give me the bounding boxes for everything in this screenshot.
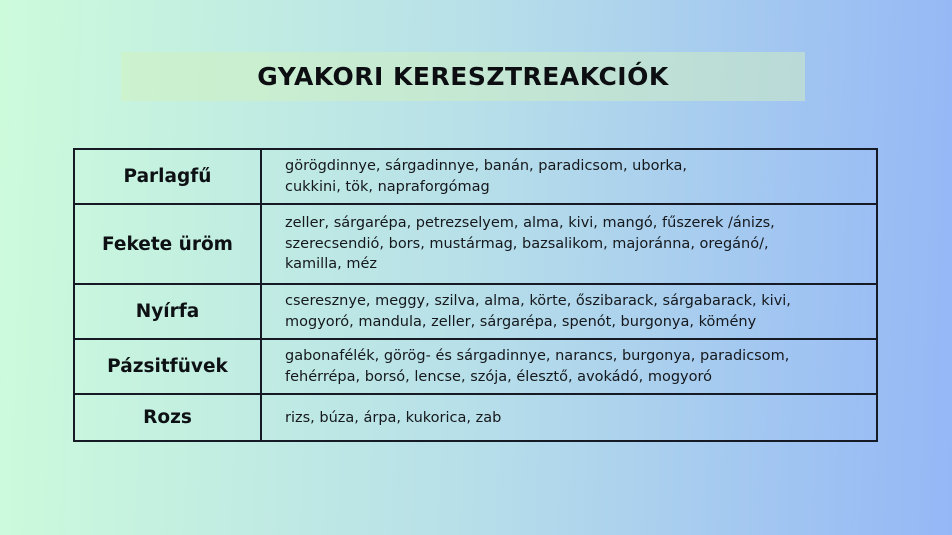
allergen-name: Parlagfű <box>75 150 262 204</box>
cross-reactions-table: Parlagfű görögdinnye, sárgadinnye, banán… <box>73 148 878 443</box>
cross-reactions-list: cseresznye, meggy, szilva, alma, körte, … <box>285 293 791 330</box>
table-row: Nyírfa cseresznye, meggy, szilva, alma, … <box>75 285 876 341</box>
table-row: Rozs rizs, búza, árpa, kukorica, zab <box>75 395 876 441</box>
cross-reactions-list: gabonafélék, görög- és sárgadinnye, nara… <box>285 348 790 385</box>
cross-reactions-list: zeller, sárgarépa, petrezselyem, alma, k… <box>285 215 775 273</box>
allergen-name: Nyírfa <box>75 285 262 339</box>
cross-reactions-list: rizs, búza, árpa, kukorica, zab <box>285 409 502 426</box>
title-banner: GYAKORI KERESZTREAKCIÓK <box>121 52 805 101</box>
page-title: GYAKORI KERESZTREAKCIÓK <box>257 62 669 91</box>
table-row: Pázsitfüvek gabonafélék, görög- és sárga… <box>75 340 876 396</box>
allergen-name: Pázsitfüvek <box>75 340 262 394</box>
table-row: Fekete üröm zeller, sárgarépa, petrezsel… <box>75 205 876 286</box>
allergen-name: Rozs <box>75 395 262 441</box>
table-row: Parlagfű görögdinnye, sárgadinnye, banán… <box>75 150 876 206</box>
cross-reactions-list: görögdinnye, sárgadinnye, banán, paradic… <box>285 158 688 195</box>
allergen-name: Fekete üröm <box>75 205 262 284</box>
